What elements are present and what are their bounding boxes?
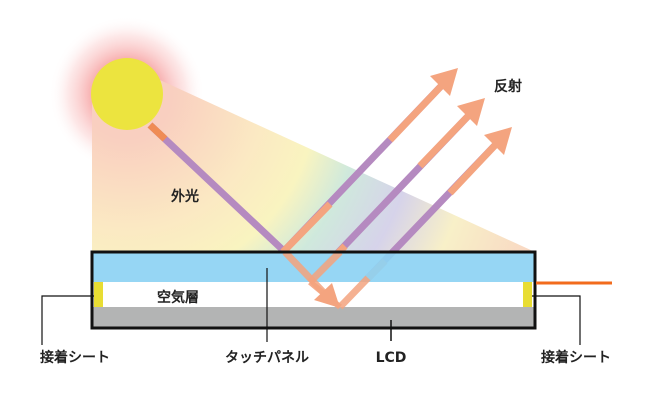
- label-adhesive-left: 接着シート: [40, 349, 110, 366]
- refracted-ray-inner: [282, 249, 331, 300]
- label-lcd: LCD: [376, 350, 407, 366]
- reflected-ray-1: [280, 68, 458, 255]
- adhesive-sheet-left: [94, 282, 103, 307]
- sun-icon: [91, 58, 163, 130]
- light-cone: [92, 80, 535, 252]
- leader-adhesive-right: [532, 295, 581, 345]
- label-external-light: 外光: [171, 188, 199, 205]
- label-reflection: 反射: [494, 78, 522, 95]
- label-adhesive-right: 接着シート: [541, 349, 611, 366]
- incident-ray-orange: [147, 122, 168, 142]
- label-air-layer: 空気層: [157, 289, 199, 306]
- lcd-layer: [93, 307, 534, 327]
- incident-ray: [147, 122, 288, 255]
- leader-adhesive-left: [41, 295, 94, 345]
- label-touch-panel: タッチパネル: [225, 350, 309, 366]
- adhesive-sheet-right: [523, 282, 532, 307]
- device-frame: [90, 250, 537, 330]
